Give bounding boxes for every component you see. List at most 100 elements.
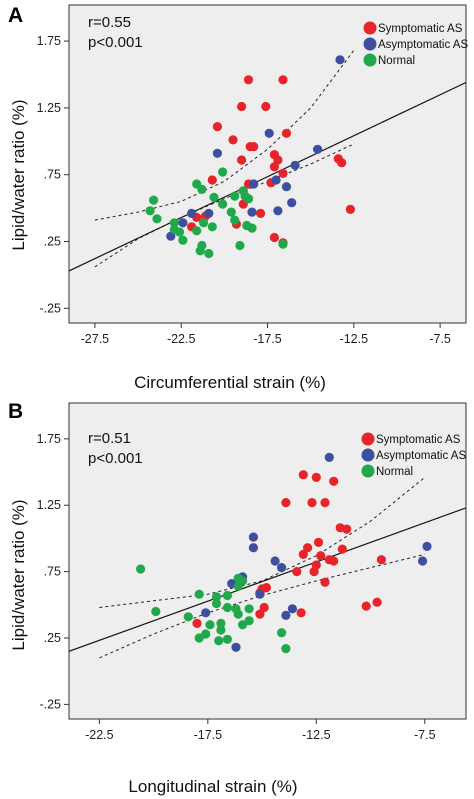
fit-lines [69, 50, 466, 272]
x-tick-label: -7.5 [414, 728, 436, 742]
data-point [214, 636, 224, 646]
data-point [264, 128, 274, 138]
series-symptomatic-as [192, 470, 386, 629]
data-point [320, 498, 330, 508]
panel-a: A Lipid/water ratio (%) Circumferential … [8, 4, 468, 392]
data-point [313, 144, 323, 154]
data-point [197, 184, 207, 194]
data-point [238, 186, 248, 196]
series-normal [136, 564, 291, 654]
data-point [278, 75, 288, 85]
data-point [247, 223, 257, 233]
data-point [178, 218, 188, 228]
data-point [337, 544, 347, 554]
panel-b: B Lipid/water ratio (%) Longitudinal str… [8, 400, 467, 796]
data-point [320, 577, 330, 587]
data-point [270, 556, 280, 566]
panel-letter: B [8, 400, 23, 423]
data-point [342, 524, 352, 534]
plot-area [68, 402, 467, 720]
y-tick-label: -.25 [39, 697, 61, 711]
data-point [247, 207, 257, 217]
legend-marker [361, 432, 375, 446]
y-tick-label: .75 [44, 565, 61, 579]
data-point [345, 204, 355, 214]
data-point [194, 633, 204, 643]
confidence-upper-line [94, 50, 355, 221]
y-tick-label: .25 [44, 631, 61, 645]
data-point [244, 604, 254, 614]
data-point [192, 226, 202, 236]
data-point [204, 248, 214, 259]
data-point [218, 167, 228, 177]
data-point [169, 218, 179, 228]
data-point [237, 101, 247, 112]
legend-marker [363, 37, 377, 51]
data-point [309, 567, 319, 577]
data-point [256, 208, 266, 218]
data-point [249, 142, 259, 152]
legend-label: Normal [376, 466, 413, 478]
data-point [281, 644, 291, 654]
data-point [243, 194, 254, 204]
data-point [277, 628, 287, 638]
data-point [178, 235, 188, 245]
legend-label: Normal [378, 55, 415, 67]
data-point [281, 498, 291, 508]
data-point [205, 620, 215, 630]
legend-label: Symptomatic AS [376, 434, 461, 446]
correlation-label: r=0.55 [88, 14, 131, 31]
legend-marker [361, 448, 375, 462]
correlation-label: r=0.51 [88, 430, 131, 447]
data-point [298, 549, 308, 560]
data-point [212, 148, 222, 158]
p-value-label: p<0.001 [88, 34, 143, 51]
x-tick-label: -17.5 [253, 332, 282, 346]
data-point [201, 608, 211, 618]
series-normal [145, 167, 288, 259]
data-point [235, 240, 245, 251]
data-point [296, 608, 306, 618]
data-point [212, 122, 222, 132]
x-tick-label: -27.5 [81, 332, 110, 346]
data-point [222, 590, 232, 601]
x-tick-label: -7.5 [429, 332, 451, 346]
data-point [136, 564, 146, 574]
data-point [372, 597, 382, 607]
data-point [303, 543, 313, 553]
data-point [151, 606, 161, 617]
data-point [209, 192, 219, 202]
data-point [192, 618, 202, 629]
data-point [187, 208, 197, 218]
data-point [271, 175, 281, 185]
y-tick-label: -.25 [39, 301, 61, 315]
data-point [422, 541, 432, 552]
confidence-lower-line [94, 143, 355, 268]
panel-letter: A [8, 4, 23, 27]
data-point [233, 581, 243, 591]
y-axis-label: Lipid/water ratio (%) [9, 99, 28, 250]
y-tick-label: 1.25 [37, 498, 61, 512]
data-point [311, 472, 321, 482]
data-point [269, 232, 279, 243]
data-point [238, 620, 248, 630]
data-point [324, 452, 334, 462]
data-point [287, 604, 297, 614]
x-tick-label: -12.5 [302, 728, 331, 742]
data-point [207, 222, 217, 232]
data-point [418, 556, 428, 566]
data-point [255, 609, 265, 619]
data-point [290, 160, 300, 170]
data-point [292, 567, 302, 577]
legend-label: Asymptomatic AS [378, 39, 468, 51]
data-point [278, 168, 288, 178]
p-value-label: p<0.001 [88, 450, 143, 467]
data-point [222, 602, 232, 613]
x-axis-label: Longitudinal strain (%) [128, 777, 297, 796]
data-point [207, 175, 217, 185]
data-point [230, 191, 240, 201]
data-point [228, 135, 238, 145]
data-point [255, 589, 265, 599]
legend: Symptomatic AS Asymptomatic AS Normal [361, 432, 466, 478]
legend-label: Asymptomatic AS [376, 450, 466, 462]
